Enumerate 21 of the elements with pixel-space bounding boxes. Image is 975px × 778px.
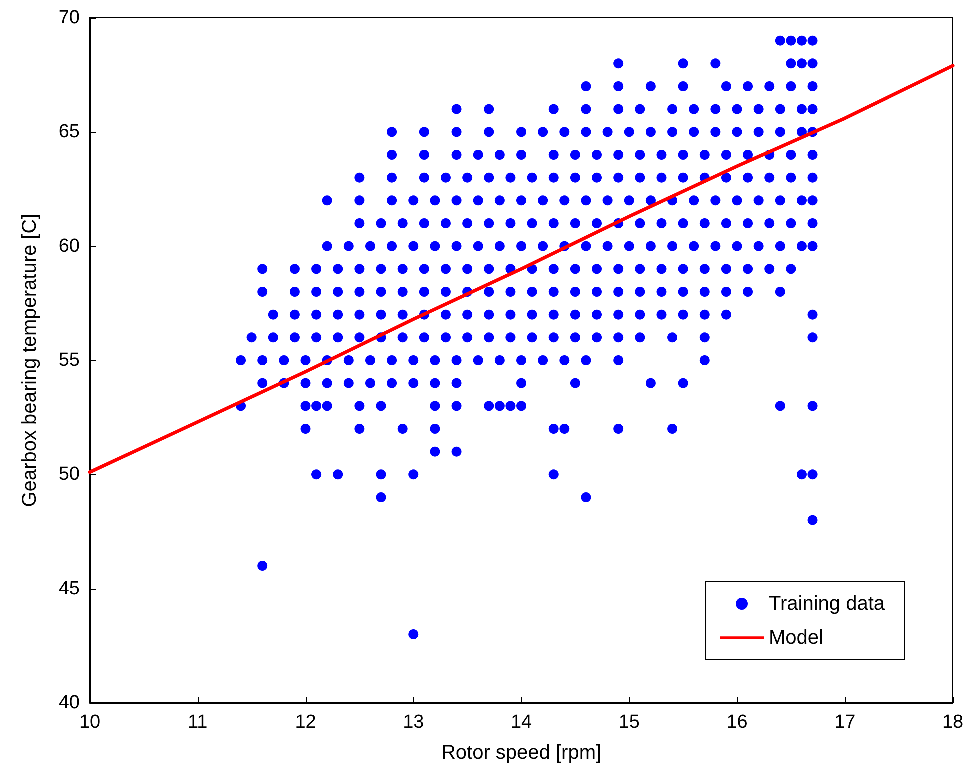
y-tick-label: 60	[58, 236, 80, 257]
x-tick-label: 11	[188, 712, 208, 733]
y-tick-label: 50	[58, 464, 80, 486]
y-axis-title: Gearbox bearing temperature [C]	[19, 214, 41, 508]
x-tick-label: 14	[510, 712, 532, 733]
y-tick-label: 65	[58, 122, 80, 143]
x-tick-label: 10	[79, 712, 101, 733]
line-series	[88, 64, 955, 474]
x-tick-label: 17	[834, 712, 856, 733]
x-axis-title: Rotor speed [rpm]	[441, 742, 602, 764]
x-tick-label: 13	[403, 712, 424, 733]
y-tick-label: 55	[58, 350, 80, 371]
legend-label: Model	[769, 627, 824, 649]
x-tick-label: 16	[726, 712, 748, 733]
y-tick-label: 45	[58, 578, 80, 600]
y-tick-label: 40	[58, 692, 80, 714]
legend-label: Training data	[769, 593, 886, 615]
x-tick-label: 12	[295, 712, 316, 733]
x-tick-label: 15	[618, 712, 640, 733]
y-tick-label: 70	[58, 8, 80, 28]
x-tick-label: 18	[942, 712, 964, 733]
